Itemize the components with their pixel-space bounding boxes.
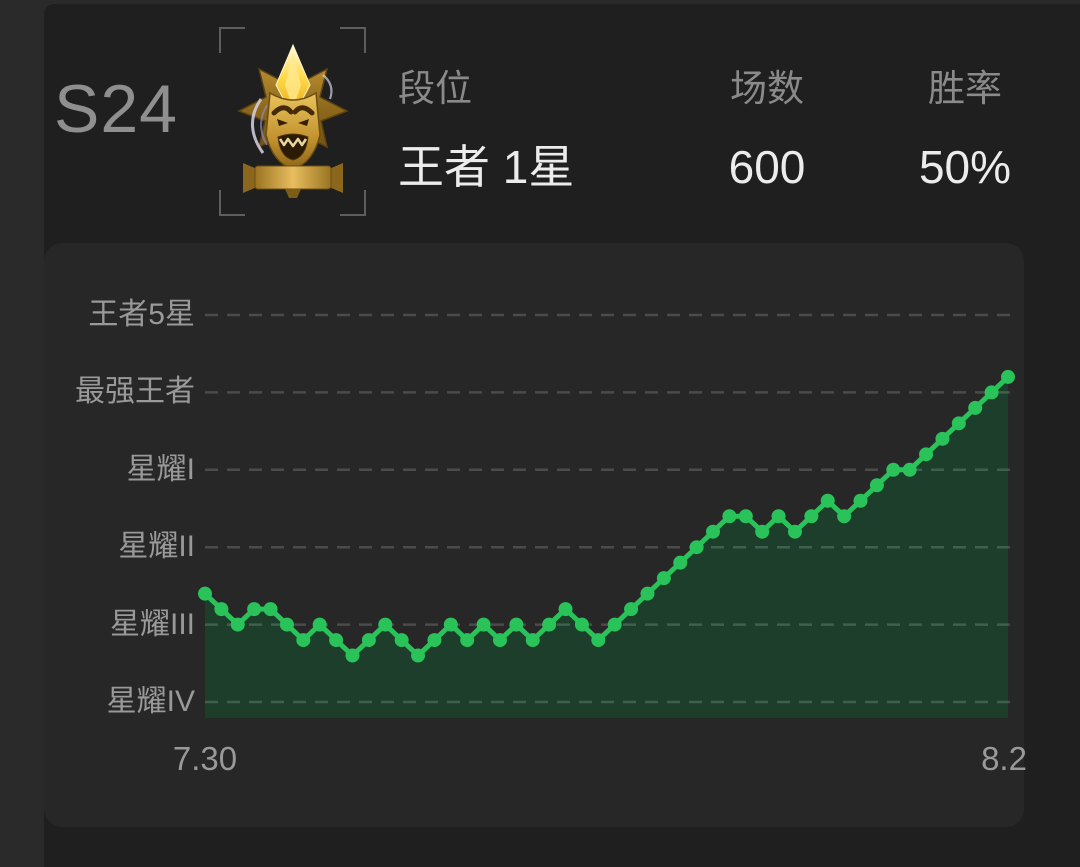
chart-point [509,617,524,632]
king-rank-emblem-icon [237,43,349,198]
chart-point [706,524,721,539]
chart-point [492,633,507,648]
chart-point [1001,369,1015,384]
chart-point [656,571,671,586]
x-axis-label: 7.30 [172,740,238,777]
chart-point [263,602,278,617]
chart-area-fill [205,376,1008,718]
chart-point [902,462,917,477]
chart-point [624,602,639,617]
x-axis-label: 8.2 [981,740,1027,777]
chart-point [853,493,868,508]
chart-point [820,493,835,508]
y-axis-label: 星耀IV [106,685,195,718]
bracket-bottom-left [219,190,245,216]
winrate-value: 50% [918,141,1012,193]
chart-point [558,602,573,617]
chart-point [574,617,589,632]
chart-point [247,602,262,617]
games-label: 场数 [730,68,804,109]
y-axis-label: 王者5星 [88,298,195,331]
chart-point [689,540,704,555]
chart-point [771,509,786,524]
chart-point [378,617,393,632]
bracket-top-left [219,27,245,53]
chart-point [787,524,802,539]
chart-point [607,617,622,632]
rank-value: 王者 1星 [398,141,575,193]
bracket-top-right [340,27,366,53]
rank-badge-frame [219,27,366,216]
chart-point [722,509,737,524]
chart-point [361,633,376,648]
winrate-label: 胜率 [928,68,1002,109]
chart-point [525,633,540,648]
chart-point [755,524,770,539]
chart-point [476,617,491,632]
rank-trend-chart [198,313,1015,718]
chart-point [230,617,245,632]
chart-point [345,648,360,663]
bracket-bottom-right [340,190,366,216]
chart-point [411,648,426,663]
chart-point [968,400,983,415]
chart-point [427,633,442,648]
chart-point [279,617,294,632]
chart-point [951,416,966,431]
chart-point [296,633,311,648]
chart-point [312,617,327,632]
chart-point [837,509,852,524]
chart-point [214,602,229,617]
chart-point [984,385,999,400]
games-value: 600 [728,141,806,193]
chart-point [673,555,688,570]
chart-point [935,431,950,446]
chart-point [460,633,475,648]
rank-label: 段位 [398,68,472,109]
season-label: S24 [54,71,178,147]
chart-point [394,633,409,648]
y-axis-label: 星耀II [118,530,195,564]
chart-point [542,617,557,632]
chart-point [329,633,344,648]
y-axis-label: 星耀III [109,607,195,641]
chart-point [869,478,884,493]
chart-point [443,617,458,632]
chart-point [919,447,934,462]
chart-point [591,633,606,648]
chart-point [640,586,655,601]
rank-trend-panel: 王者5星最强王者星耀I 星耀II 星耀III 星耀IV 7.30 8.2 [44,243,1027,827]
chart-point [886,462,901,477]
chart-point [198,586,212,601]
chart-point [804,509,819,524]
y-axis-label: 最强王者 [75,375,195,409]
y-axis-label: 星耀I [126,452,195,486]
chart-point [738,509,753,524]
